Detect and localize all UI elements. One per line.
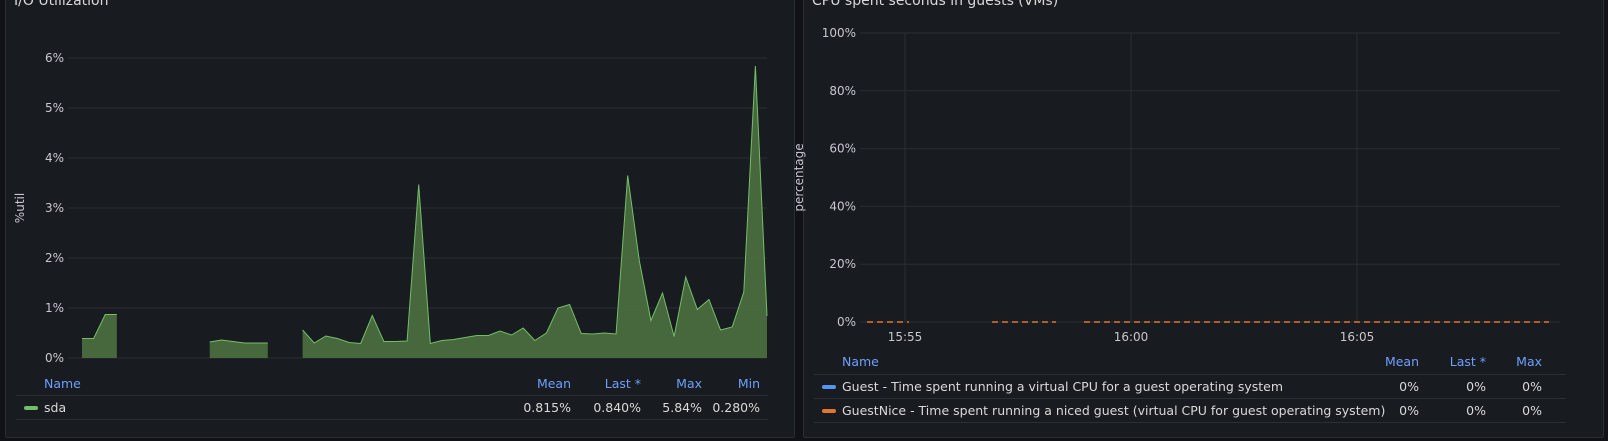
series-min: 0.280% bbox=[712, 400, 760, 415]
y-axis-label: percentage bbox=[792, 143, 806, 211]
y-tick-label: 4% bbox=[45, 151, 64, 165]
legend-table-left: Name Mean Last * Max Min sda 0.815% 0.84… bbox=[16, 376, 768, 420]
series-max: 0% bbox=[1522, 403, 1542, 418]
cpu-guest-panel: CPU spent seconds in guests (VMs) 0% 20% 4… bbox=[792, 0, 1604, 438]
panel-title[interactable]: I/O Utilization bbox=[14, 0, 109, 9]
y-tick-label: 0% bbox=[45, 351, 64, 365]
y-tick-label: 60% bbox=[829, 142, 856, 156]
series-last: 0.840% bbox=[593, 400, 641, 415]
x-tick-label: 16:05 bbox=[1340, 330, 1375, 344]
y-tick-label: 5% bbox=[45, 101, 64, 115]
legend-row-sda[interactable]: sda 0.815% 0.840% 5.84% 0.280% bbox=[16, 395, 768, 420]
series-color-swatch[interactable] bbox=[822, 385, 836, 389]
series-name[interactable]: Guest - Time spent running a virtual CPU… bbox=[842, 379, 1284, 394]
legend-header-name[interactable]: Name bbox=[44, 376, 81, 391]
y-axis-label: %util bbox=[13, 193, 27, 223]
y-tick-label: 1% bbox=[45, 301, 64, 315]
y-tick-label: 40% bbox=[829, 199, 856, 213]
y-tick-label: 20% bbox=[829, 257, 856, 271]
legend-row-guest[interactable]: Guest - Time spent running a virtual CPU… bbox=[814, 374, 1566, 399]
series-area-sda bbox=[302, 66, 767, 358]
series-last: 0% bbox=[1466, 379, 1486, 394]
series-line-sda bbox=[302, 65, 768, 345]
legend-divider bbox=[16, 419, 768, 420]
series-line-sda bbox=[82, 314, 117, 339]
y-tick-label: 100% bbox=[822, 26, 856, 40]
x-tick-label: 15:55 bbox=[888, 330, 923, 344]
series-mean: 0.815% bbox=[523, 400, 571, 415]
y-tick-label: 3% bbox=[45, 201, 64, 215]
series-name[interactable]: GuestNice - Time spent running a niced g… bbox=[842, 403, 1386, 418]
series-area-sda bbox=[209, 340, 268, 358]
series-color-swatch[interactable] bbox=[822, 409, 836, 413]
series-max: 0% bbox=[1522, 379, 1542, 394]
series-mean: 0% bbox=[1399, 379, 1419, 394]
legend-divider bbox=[814, 422, 1566, 423]
x-tick-label: 16:00 bbox=[1114, 330, 1149, 344]
legend-row-guestnice[interactable]: GuestNice - Time spent running a niced g… bbox=[814, 398, 1566, 423]
legend-header-max[interactable]: Max bbox=[676, 376, 702, 391]
legend-header-mean[interactable]: Mean bbox=[536, 376, 571, 391]
legend-header-min[interactable]: Min bbox=[737, 376, 760, 391]
series-line-sda bbox=[209, 339, 268, 344]
legend-header-last[interactable]: Last * bbox=[604, 376, 641, 391]
series-area-sda bbox=[82, 314, 117, 358]
legend-header-last[interactable]: Last * bbox=[1449, 354, 1486, 369]
io-utilization-chart: 0% 1% 2% 3% 4% 5% 6% %util bbox=[13, 51, 768, 365]
y-tick-label: 2% bbox=[45, 251, 64, 265]
io-utilization-panel: I/O Utilization 0% 1% 2% 3% 4% 5% 6% %util Name… bbox=[5, 0, 795, 438]
panel-title[interactable]: CPU spent seconds in guests (VMs) bbox=[812, 0, 1059, 9]
y-tick-label: 80% bbox=[829, 84, 856, 98]
cpu-guest-chart: 0% 20% 40% 60% 80% 100% 15:55 16:00 16:05 percent… bbox=[792, 26, 1560, 344]
legend-header-mean[interactable]: Mean bbox=[1384, 354, 1419, 369]
series-name[interactable]: sda bbox=[44, 400, 67, 415]
series-last: 0% bbox=[1466, 403, 1486, 418]
y-tick-label: 6% bbox=[45, 51, 64, 65]
legend-header-name[interactable]: Name bbox=[842, 354, 879, 369]
legend-header-max[interactable]: Max bbox=[1516, 354, 1542, 369]
y-tick-label: 0% bbox=[837, 315, 856, 329]
legend-table-right: Name Mean Last * Max Guest - Time spent … bbox=[814, 354, 1566, 423]
series-mean: 0% bbox=[1399, 403, 1419, 418]
series-max: 5.84% bbox=[662, 400, 702, 415]
series-color-swatch[interactable] bbox=[24, 406, 38, 410]
